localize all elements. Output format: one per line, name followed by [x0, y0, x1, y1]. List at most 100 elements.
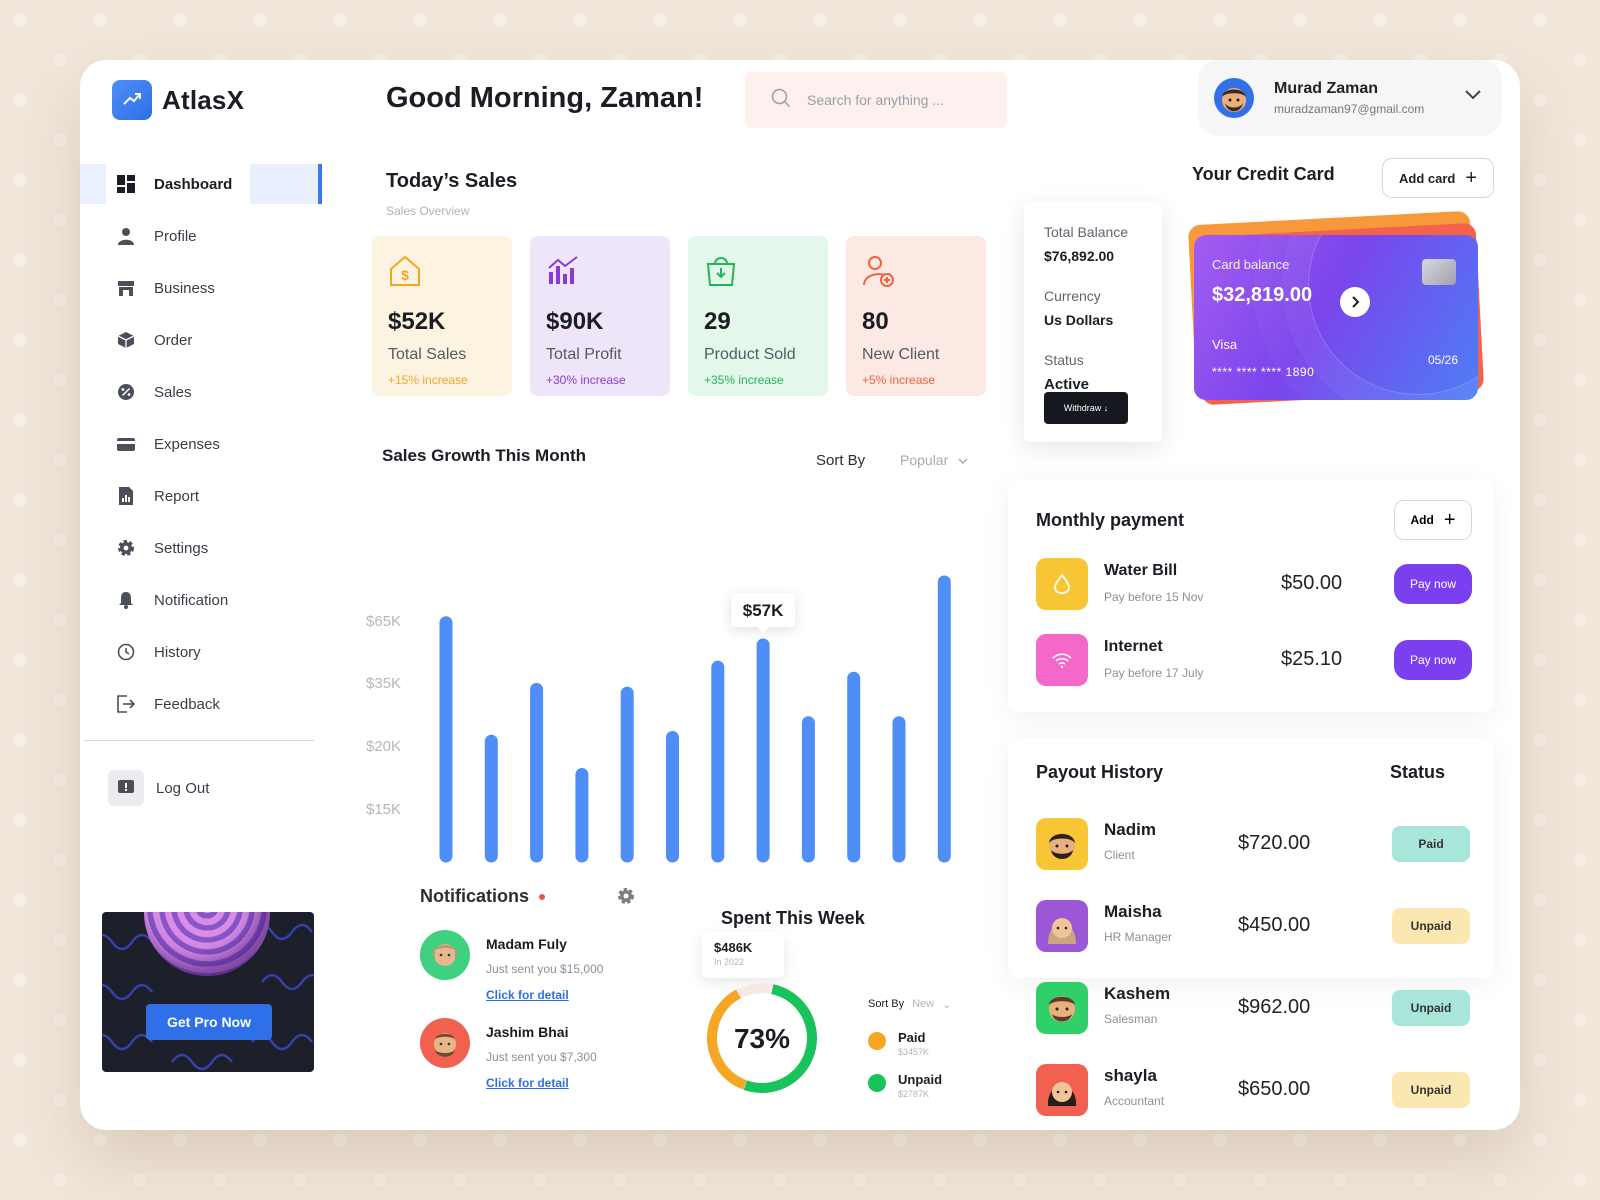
notification-item[interactable]: Madam Fuly Just sent you $15,000 Click f…	[420, 930, 603, 1002]
notification-message: Just sent you $15,000	[486, 962, 604, 976]
user-name: Murad Zaman	[1274, 80, 1379, 97]
search-input[interactable]	[807, 92, 977, 108]
new-client-icon	[862, 254, 970, 294]
svg-text:$: $	[401, 267, 409, 283]
gear-icon[interactable]	[616, 886, 636, 911]
stat-card-product-sold[interactable]: 29 Product Sold +35% increase	[688, 236, 828, 396]
spent-donut-chart: 73%	[707, 983, 817, 1093]
status-badge: Paid	[1392, 826, 1470, 862]
sort-value: New	[912, 998, 935, 1010]
stat-label: Product Sold	[704, 346, 796, 363]
stat-card-total-profit[interactable]: $90K Total Profit +30% increase	[530, 236, 670, 396]
spent-sort[interactable]: Sort By New ⌄	[868, 998, 951, 1011]
chevron-down-icon[interactable]	[1464, 88, 1482, 106]
money-house-icon: $	[388, 254, 496, 294]
payee-amount: $720.00	[1238, 832, 1311, 854]
stat-delta: +30% increase	[546, 373, 626, 387]
sales-growth-chart: $65K$35K$20K$15KNov 20Nov 21Nov 23Nov 24…	[366, 575, 951, 863]
click-for-detail-link[interactable]: Click for detail	[486, 988, 569, 1002]
tooltip-box	[731, 592, 796, 627]
sidebar-item-label: Feedback	[154, 695, 220, 713]
credit-card[interactable]: Card balance $32,819.00 Visa **** **** *…	[1194, 235, 1478, 400]
sidebar-item-notification[interactable]: Notification	[80, 580, 330, 620]
withdraw-label: Withdraw	[1063, 403, 1102, 413]
sidebar-item-business[interactable]: Business	[80, 268, 330, 308]
monthly-payment-panel: Monthly payment Add + Water Bill Pay befo…	[1008, 480, 1494, 712]
sidebar-item-sales[interactable]: Sales	[80, 372, 330, 412]
bill-row-water: Water Bill Pay before 15 Nov $50.00 Pay …	[1036, 558, 1476, 610]
sidebar-item-order[interactable]: Order	[80, 320, 330, 360]
payee-amount: $962.00	[1238, 996, 1311, 1018]
legend-dot	[868, 1032, 886, 1050]
payout-row[interactable]: shayla Accountant $650.00 Unpaid	[1036, 1064, 1476, 1116]
wifi-icon	[1036, 634, 1088, 686]
currency-value: Us Dollars	[1044, 312, 1114, 328]
stat-value: 80	[862, 308, 889, 335]
sort-value: Popular	[900, 452, 949, 468]
balance-card: Total Balance $76,892.00 Currency Us Dol…	[1024, 202, 1162, 442]
user-profile-menu[interactable]: Murad Zaman muradzaman97@gmail.com	[1198, 60, 1502, 136]
payout-row[interactable]: Kashem Salesman $962.00 Unpaid	[1036, 982, 1476, 1034]
sidebar-item-feedback[interactable]: Feedback	[80, 684, 330, 724]
payout-row[interactable]: Maisha HR Manager $450.00 Unpaid	[1036, 900, 1476, 952]
pro-promo-card: Get Pro Now	[102, 912, 314, 1072]
payee-amount: $450.00	[1238, 914, 1311, 936]
stat-delta: +35% increase	[704, 373, 784, 387]
status-label: Status	[1044, 352, 1084, 368]
sidebar-item-label: Business	[154, 279, 215, 297]
sort-dropdown[interactable]: Popular	[900, 452, 968, 468]
card-chip-icon	[1422, 259, 1456, 285]
payee-name: Nadim	[1104, 820, 1156, 839]
payee-role: Salesman	[1104, 1012, 1158, 1026]
avatar	[1036, 818, 1088, 870]
sidebar-item-history[interactable]: History	[80, 632, 330, 672]
add-card-button[interactable]: Add card +	[1382, 158, 1494, 198]
payout-history-title: Payout History	[1036, 762, 1164, 782]
sidebar-item-settings[interactable]: Settings	[80, 528, 330, 568]
sidebar-item-expenses[interactable]: Expenses	[80, 424, 330, 464]
card-number: **** **** **** 1890	[1212, 365, 1315, 379]
card-balance-value: $32,819.00	[1212, 284, 1313, 306]
spent-total: $486K	[714, 940, 753, 955]
notification-sender: Madam Fuly	[486, 936, 567, 952]
sidebar-item-label: Order	[154, 331, 193, 349]
withdraw-button[interactable]: Withdraw ↓	[1044, 392, 1128, 424]
tooltip-pointer	[757, 626, 770, 633]
legend-name: Unpaid	[898, 1072, 943, 1087]
sidebar-item-dashboard[interactable]: Dashboard	[80, 164, 330, 204]
y-tick-label: $65K	[366, 613, 401, 630]
logout-button[interactable]: Log Out	[108, 770, 209, 806]
logout-label: Log Out	[156, 779, 210, 797]
box-icon	[116, 330, 136, 350]
add-payment-button[interactable]: Add +	[1394, 500, 1472, 540]
page-greeting: Good Morning, Zaman!	[386, 82, 704, 114]
notification-body: Jashim Bhai Just sent you $7,300 Click f…	[486, 1018, 597, 1090]
percent-icon	[116, 382, 136, 402]
pay-now-button[interactable]: Pay now	[1394, 564, 1472, 604]
chevron-down-icon	[958, 452, 968, 468]
stat-delta: +15% increase	[388, 373, 468, 387]
card-brand: Visa	[1212, 337, 1238, 352]
payee-amount: $650.00	[1238, 1078, 1311, 1100]
stat-card-total-sales[interactable]: $ $52K Total Sales +15% increase	[372, 236, 512, 396]
app-logo[interactable]: AtlasX	[112, 80, 244, 120]
payout-row[interactable]: Nadim Client $720.00 Paid	[1036, 818, 1476, 870]
avatar	[420, 930, 470, 980]
sidebar-divider	[84, 740, 314, 741]
status-column-header: Status	[1390, 762, 1446, 782]
card-expiry: 05/26	[1427, 353, 1458, 367]
get-pro-button[interactable]: Get Pro Now	[146, 1004, 272, 1040]
unread-dot	[539, 893, 546, 900]
total-balance-value: $76,892.00	[1044, 248, 1115, 264]
stat-value: 29	[704, 308, 731, 335]
pay-now-button[interactable]: Pay now	[1394, 640, 1472, 680]
chevron-right-icon[interactable]	[1340, 287, 1370, 317]
sidebar-item-label: Settings	[154, 539, 209, 557]
notification-item[interactable]: Jashim Bhai Just sent you $7,300 Click f…	[420, 1018, 597, 1090]
stat-card-new-client[interactable]: 80 New Client +5% increase	[846, 236, 986, 396]
gear-icon	[116, 538, 136, 558]
sidebar-item-report[interactable]: Report	[80, 476, 330, 516]
sidebar-item-label: Expenses	[154, 435, 220, 453]
click-for-detail-link[interactable]: Click for detail	[486, 1076, 569, 1090]
sidebar-item-profile[interactable]: Profile	[80, 216, 330, 256]
